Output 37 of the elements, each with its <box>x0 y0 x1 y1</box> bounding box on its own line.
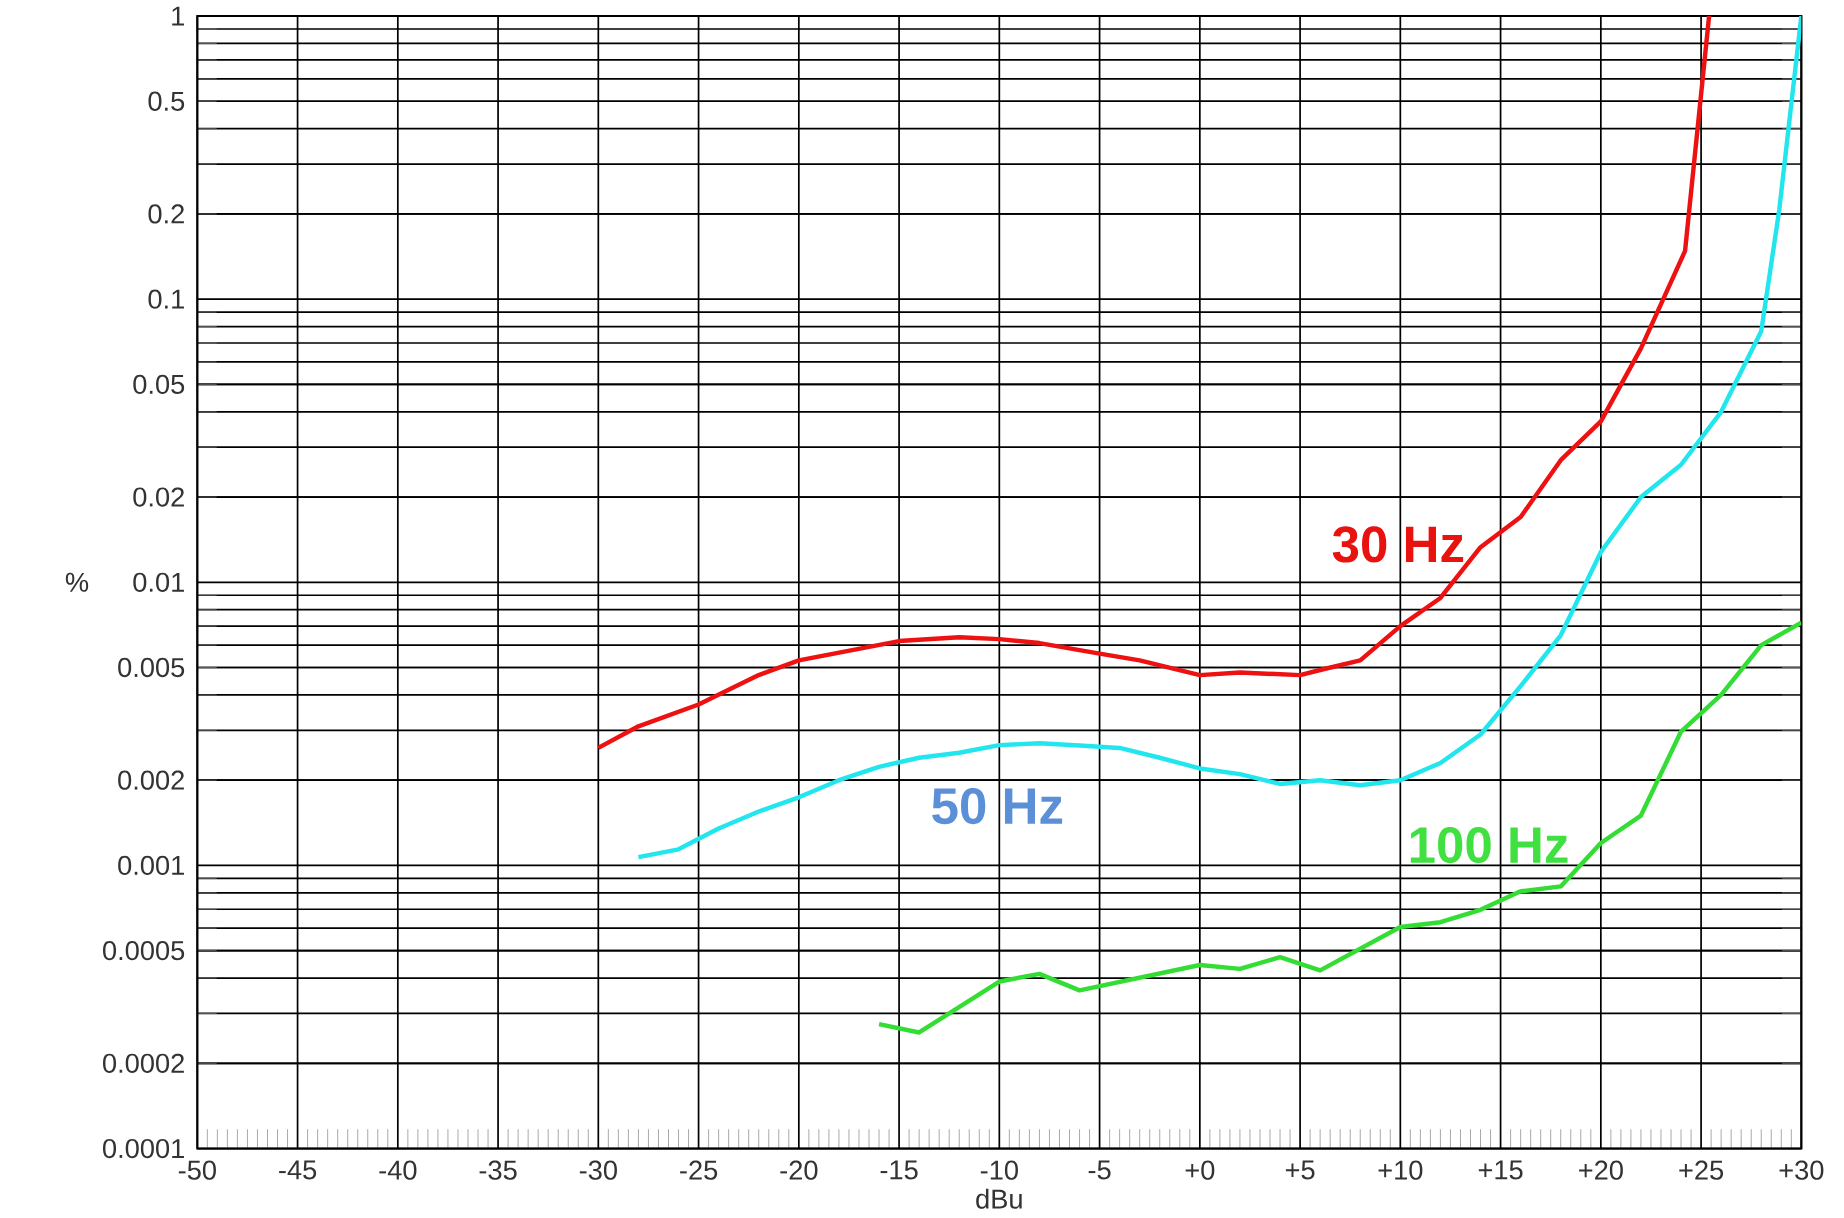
x-axis-title: dBu <box>976 1188 1022 1209</box>
x-tick-label: -35 <box>479 1160 517 1180</box>
x-tick-label: -40 <box>379 1160 417 1180</box>
x-tick-label: -25 <box>680 1160 718 1180</box>
x-tick-label: +5 <box>1285 1160 1315 1180</box>
y-tick-label: 0.1 <box>148 289 184 309</box>
x-tick-label: -30 <box>579 1160 617 1180</box>
x-tick-label: +15 <box>1478 1160 1523 1180</box>
y-tick-label: 0.0005 <box>103 940 185 961</box>
x-tick-label: +25 <box>1679 1160 1724 1180</box>
y-tick-label: 0.0001 <box>103 1138 184 1159</box>
series-label: 50 Hz <box>932 787 1063 825</box>
x-tick-label: +0 <box>1185 1160 1215 1180</box>
y-tick-label: 1 <box>172 6 184 26</box>
x-tick-label: -50 <box>178 1160 216 1180</box>
y-tick-label: 0.002 <box>118 770 184 790</box>
line-series <box>876 620 1802 1035</box>
y-tick-label: 0.001 <box>118 855 184 875</box>
y-tick-label: 0.2 <box>148 204 184 224</box>
y-tick-label: 0.02 <box>133 487 184 507</box>
y-tick-label: 0.05 <box>133 374 185 394</box>
series-label: 100 Hz <box>1410 826 1568 863</box>
y-tick-label: 0.01 <box>133 572 184 592</box>
x-tick-label: -15 <box>880 1160 918 1180</box>
series-label: 30 Hz <box>1332 526 1464 563</box>
x-tick-label: +30 <box>1779 1160 1824 1180</box>
y-tick-label: 0.5 <box>148 91 185 111</box>
x-tick-label: +20 <box>1579 1160 1623 1180</box>
y-axis-title: % <box>65 572 89 592</box>
x-tick-label: -10 <box>980 1160 1018 1180</box>
x-tick-label: -45 <box>279 1160 317 1180</box>
y-tick-label: 0.0002 <box>103 1053 184 1073</box>
line-series <box>596 15 1712 750</box>
y-tick-label: 0.005 <box>118 657 185 678</box>
x-tick-label: -20 <box>780 1160 818 1180</box>
x-tick-label: -5 <box>1088 1160 1111 1180</box>
x-tick-label: +10 <box>1378 1160 1423 1180</box>
